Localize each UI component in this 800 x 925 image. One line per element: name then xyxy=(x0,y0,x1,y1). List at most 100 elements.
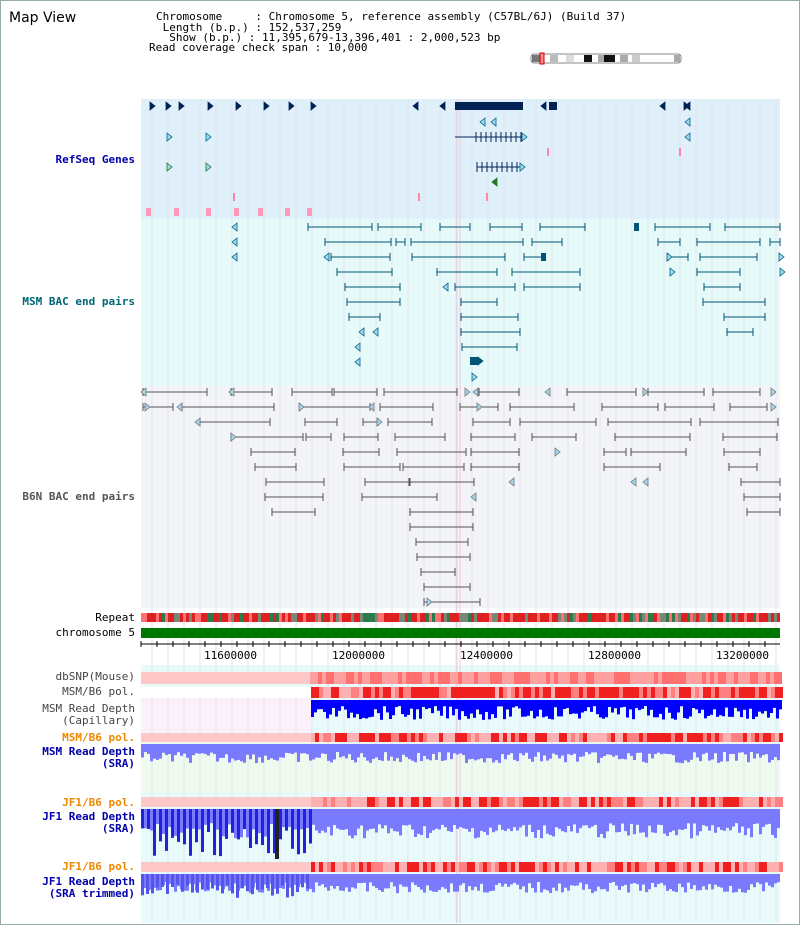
depth-bar xyxy=(738,874,741,889)
depth-bar xyxy=(528,874,531,884)
depth-bar xyxy=(696,874,699,891)
depth-bar xyxy=(476,700,479,710)
pol-mark xyxy=(695,797,699,807)
pol-mark xyxy=(655,862,659,872)
pol-mark xyxy=(443,797,447,807)
depth-bar xyxy=(347,700,350,719)
dbsnp-mark xyxy=(322,672,326,684)
chromosome-ideogram[interactable] xyxy=(528,51,684,65)
pol-mark xyxy=(683,862,687,872)
repeat-mark xyxy=(174,613,177,622)
depth-bar xyxy=(231,809,234,833)
repeat-mark xyxy=(177,613,180,622)
repeat-mark xyxy=(249,613,252,622)
pol-mark xyxy=(403,733,407,742)
depth-bar xyxy=(593,700,596,707)
dbsnp-mark xyxy=(562,672,566,684)
depth-bar xyxy=(294,809,297,830)
feature-arrow xyxy=(165,101,172,111)
pol-mark xyxy=(695,733,699,742)
repeat-mark xyxy=(483,613,486,622)
dbsnp-mark xyxy=(726,672,730,684)
pol-mark xyxy=(387,733,391,742)
pol-mark xyxy=(623,733,627,742)
pol-mark xyxy=(555,733,559,742)
pol-mark xyxy=(383,733,387,742)
pol-mark xyxy=(735,797,739,807)
depth-bar xyxy=(429,744,432,761)
depth-bar xyxy=(608,700,611,707)
repeat-mark xyxy=(759,613,762,622)
pol-mark xyxy=(687,687,691,698)
depth-bar xyxy=(413,700,416,720)
pol-mark xyxy=(483,733,487,742)
repeat-mark xyxy=(141,613,144,622)
repeat-mark xyxy=(735,613,738,622)
depth-bar xyxy=(561,874,564,893)
pol-mark xyxy=(335,862,339,872)
pol-mark xyxy=(347,797,351,807)
pol-mark xyxy=(555,687,559,698)
depth-bar xyxy=(498,744,501,763)
dbsnp-mark xyxy=(330,672,334,684)
depth-bar xyxy=(345,744,348,759)
pol-mark xyxy=(735,687,739,698)
depth-bar xyxy=(597,744,600,763)
pol-mark xyxy=(347,862,351,872)
repeat-mark xyxy=(471,613,474,622)
depth-bar xyxy=(747,809,750,829)
dbsnp-mark xyxy=(714,672,718,684)
depth-bar xyxy=(561,809,564,832)
depth-bar xyxy=(438,874,441,891)
depth-bar xyxy=(174,809,177,836)
repeat-mark xyxy=(519,613,522,622)
pol-mark xyxy=(571,797,575,807)
pol-mark xyxy=(319,862,323,872)
depth-bar xyxy=(513,874,516,883)
pol-mark xyxy=(479,687,483,698)
repeat-mark xyxy=(573,613,576,622)
pol-mark xyxy=(499,797,503,807)
pol-mark xyxy=(443,733,447,742)
pol-mark xyxy=(587,862,591,872)
depth-bar xyxy=(705,874,708,890)
pol-mark xyxy=(567,733,571,742)
depth-bar xyxy=(729,744,732,755)
depth-bar xyxy=(408,874,411,892)
pol-mark xyxy=(767,797,771,807)
depth-bar xyxy=(761,700,764,714)
depth-bar xyxy=(762,874,765,892)
chromosome-bar xyxy=(141,628,780,638)
depth-bar xyxy=(306,744,309,755)
depth-bar xyxy=(717,874,720,887)
pol-mark xyxy=(415,733,419,742)
pol-mark xyxy=(547,862,551,872)
repeat-mark xyxy=(555,613,558,622)
depth-bar xyxy=(660,809,663,826)
depth-bar xyxy=(324,809,327,833)
pol-mark xyxy=(419,862,423,872)
pol-mark xyxy=(723,733,727,742)
depth-bar xyxy=(345,809,348,830)
depth-bar xyxy=(713,700,716,710)
repeat-mark xyxy=(369,613,372,622)
pol-mark xyxy=(439,733,443,742)
depth-bar xyxy=(756,874,759,883)
repeat-mark xyxy=(558,613,561,622)
repeat-mark xyxy=(489,613,492,622)
repeat-mark xyxy=(375,613,378,622)
pol-mark xyxy=(435,862,439,872)
depth-bar xyxy=(330,809,333,836)
depth-bar xyxy=(744,744,747,755)
pol-mark xyxy=(335,797,339,807)
pol-mark xyxy=(575,797,579,807)
pol-mark xyxy=(743,797,747,807)
pol-mark xyxy=(615,687,619,698)
depth-bar xyxy=(609,874,612,883)
pol-mark xyxy=(391,862,395,872)
dbsnp-mark xyxy=(602,672,606,684)
pol-mark xyxy=(367,862,371,872)
depth-bar xyxy=(485,700,488,712)
pol-mark xyxy=(551,687,555,698)
